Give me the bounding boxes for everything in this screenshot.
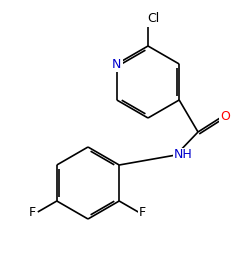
Text: F: F [139,206,146,219]
Text: F: F [29,206,36,220]
Text: N: N [112,58,121,70]
Text: NH: NH [174,149,192,162]
Text: O: O [220,110,230,124]
Text: Cl: Cl [147,12,159,26]
